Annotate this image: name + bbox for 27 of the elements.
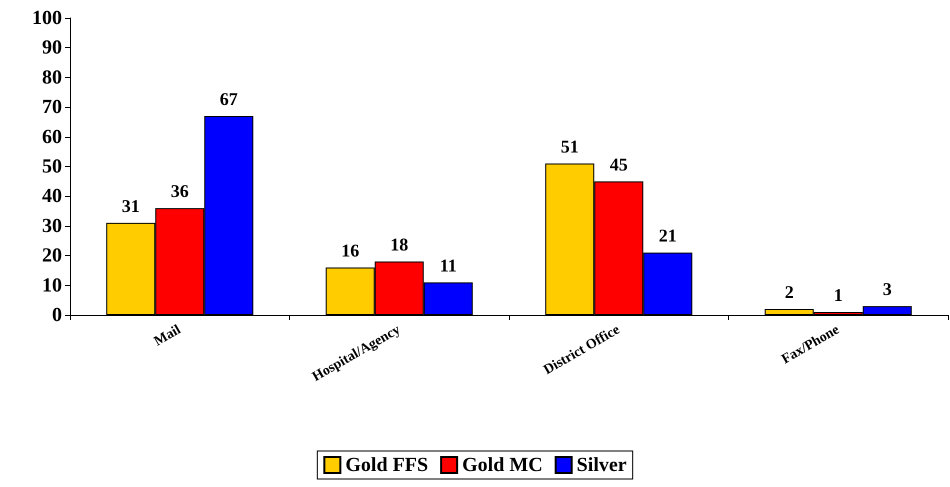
y-tick-label: 20: [42, 244, 62, 267]
data-label: 1: [834, 285, 843, 306]
data-label: 2: [784, 282, 794, 302]
data-label: 31: [122, 196, 140, 216]
data-label: 36: [170, 181, 189, 202]
data-label: 21: [658, 226, 677, 246]
data-label: 3: [882, 279, 892, 300]
y-tick-label: 70: [42, 96, 62, 118]
y-tick-label: 0: [52, 304, 62, 326]
x-tick-label: Mail: [152, 322, 184, 350]
data-label: 45: [610, 154, 628, 174]
y-tick-label: 50: [42, 156, 62, 178]
data-label: 11: [440, 255, 457, 276]
data-label: 67: [220, 89, 238, 110]
legend-label: Silver: [576, 454, 627, 476]
data-label: 18: [390, 234, 408, 255]
y-tick-label: 80: [42, 66, 62, 88]
y-tick-label: 90: [42, 36, 62, 59]
y-tick-label: 10: [42, 274, 62, 296]
legend-label: Gold FFS: [345, 454, 428, 476]
y-tick-label: 40: [42, 185, 62, 208]
data-label: 51: [560, 136, 579, 157]
y-tick-label: 100: [32, 7, 62, 29]
legend-label: Gold MC: [462, 454, 543, 476]
data-label: 16: [341, 240, 360, 260]
y-tick-label: 30: [42, 214, 62, 237]
y-tick-label: 60: [42, 126, 62, 148]
